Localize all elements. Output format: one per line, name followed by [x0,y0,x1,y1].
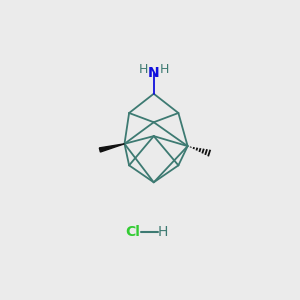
Polygon shape [99,144,124,152]
Text: N: N [148,66,160,80]
Text: H: H [158,225,168,239]
Text: H: H [138,63,148,76]
Text: Cl: Cl [125,225,140,239]
Text: H: H [160,63,169,76]
